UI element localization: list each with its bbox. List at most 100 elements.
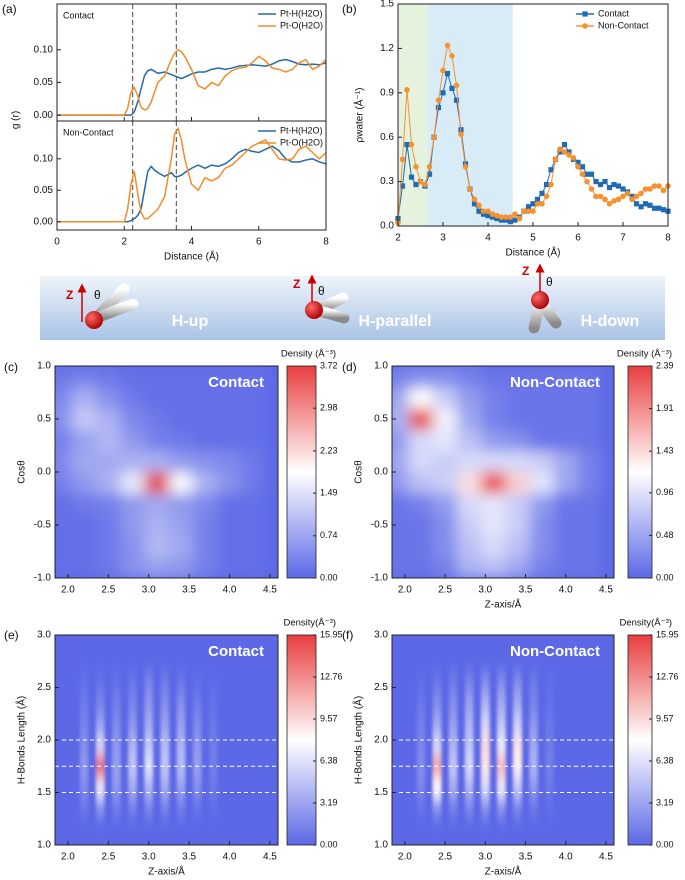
data-point [417, 178, 424, 185]
diagram-band [40, 276, 665, 340]
heatmap-cell [408, 514, 434, 536]
panel-label: (c) [4, 360, 18, 374]
heatmap-cell [168, 556, 194, 578]
legend-label: Pt-H(H2O) [280, 8, 323, 18]
heatmap-cell [217, 713, 226, 736]
molecule-h-up [77, 283, 139, 329]
heatmap-cell [505, 692, 514, 715]
heatmap-cell [241, 535, 267, 558]
heatmap-cell [408, 734, 418, 757]
heatmap-cell [545, 692, 554, 715]
y-tick-label: 1.5 [374, 787, 388, 798]
heatmap-cell [55, 514, 73, 536]
data-point [647, 202, 653, 208]
orientation-label: H-up [172, 313, 209, 330]
colorbar-tick-label: 3.72 [320, 360, 338, 370]
data-point [516, 215, 523, 222]
heatmap-cell [209, 797, 218, 820]
axis-label: Z [293, 277, 300, 291]
heatmap-cell [521, 713, 530, 736]
colorbar-tick-label: 6.38 [656, 755, 674, 765]
x-tick-label: 4.5 [263, 585, 277, 596]
heatmap-cell [433, 797, 442, 820]
legend-label: Pt-O(H2O) [280, 20, 323, 30]
y-axis-label: H-Bonds Length (Å) [15, 696, 28, 784]
heatmap-cell [521, 776, 530, 799]
x-tick-label: 8 [665, 233, 671, 244]
colorbar-tick-label: 2.98 [320, 403, 338, 413]
heatmap-cell [424, 692, 434, 715]
orientation-label: H-parallel [359, 313, 432, 330]
colorbar-tick-label: 1.43 [656, 446, 674, 456]
heatmap-cell [513, 734, 522, 757]
y-tick-label: 0.5 [37, 414, 51, 425]
heatmap-cell [160, 776, 170, 799]
x-tick-label: 2 [121, 237, 127, 248]
heatmap-cell [201, 713, 210, 736]
y-tick-label: 0.05 [34, 77, 54, 88]
heatmap-cell [553, 493, 579, 515]
heatmap-cell [577, 514, 603, 536]
heatmap-cell [177, 692, 186, 715]
heatmap-cell [193, 493, 218, 515]
y-tick-label: 1.0 [37, 840, 51, 851]
heatmap-cell [193, 734, 202, 757]
heatmap-cell [553, 671, 563, 694]
colorbar-title: Density(Å⁻³) [619, 618, 672, 629]
colorbar-tick-label: 15.95 [656, 629, 679, 639]
heatmap-cell [481, 776, 490, 799]
heatmap-cell [177, 776, 186, 799]
heatmap-cell [144, 493, 170, 515]
heatmap-cell [160, 734, 170, 757]
data-point [440, 67, 446, 74]
data-point [449, 53, 455, 59]
heatmap-cell [144, 408, 170, 430]
heatmap-cell [144, 429, 170, 452]
heatmap-cell [433, 535, 458, 558]
heatmap-cell [433, 514, 458, 536]
heatmap-cell [521, 692, 530, 715]
colorbar-tick-label: 1.91 [656, 403, 674, 413]
heatmap [408, 671, 563, 820]
heatmap-cell [433, 366, 458, 388]
heatmap-cell [408, 713, 418, 736]
heatmap-cells [55, 366, 267, 578]
heatmap-cell [481, 671, 490, 694]
heatmap-cell [505, 797, 514, 820]
data-point [530, 208, 536, 214]
heatmap-cell [80, 797, 89, 820]
data-point [656, 183, 662, 189]
heatmap-cell [416, 713, 426, 736]
heatmap-cell [449, 734, 458, 757]
data-point [449, 85, 455, 91]
heatmap-cell [120, 776, 129, 799]
heatmap-cell [55, 408, 73, 430]
angle-label: θ [318, 284, 325, 298]
y-tick-label: 2.0 [374, 735, 388, 746]
heatmap [392, 366, 603, 578]
heatmap-cell [71, 692, 81, 715]
heatmap-cell [529, 535, 554, 558]
data-point [498, 217, 505, 223]
heatmap-cell [577, 493, 603, 515]
heatmap-cell [193, 472, 218, 494]
heatmap-cell [112, 671, 121, 694]
data-point [579, 171, 586, 177]
heatmap-cell [577, 556, 603, 578]
data-point [494, 212, 500, 219]
heatmap-cell [193, 366, 218, 388]
heatmap-cell [160, 797, 170, 820]
panel-label: (a) [2, 2, 17, 16]
colorbar-tick-label: 0.74 [320, 530, 338, 540]
heatmap-cell [128, 692, 137, 715]
x-tick-label: 2.0 [398, 585, 412, 596]
data-point [597, 193, 604, 200]
x-tick-label: 2.5 [438, 852, 452, 863]
heatmap-cell [392, 450, 410, 473]
heatmap-cell [505, 429, 530, 452]
heatmap-cell [177, 671, 186, 694]
heatmap-cell [112, 797, 121, 820]
heatmap-cell [529, 493, 554, 515]
data-point [534, 196, 541, 202]
x-tick-label: 4 [189, 237, 195, 248]
